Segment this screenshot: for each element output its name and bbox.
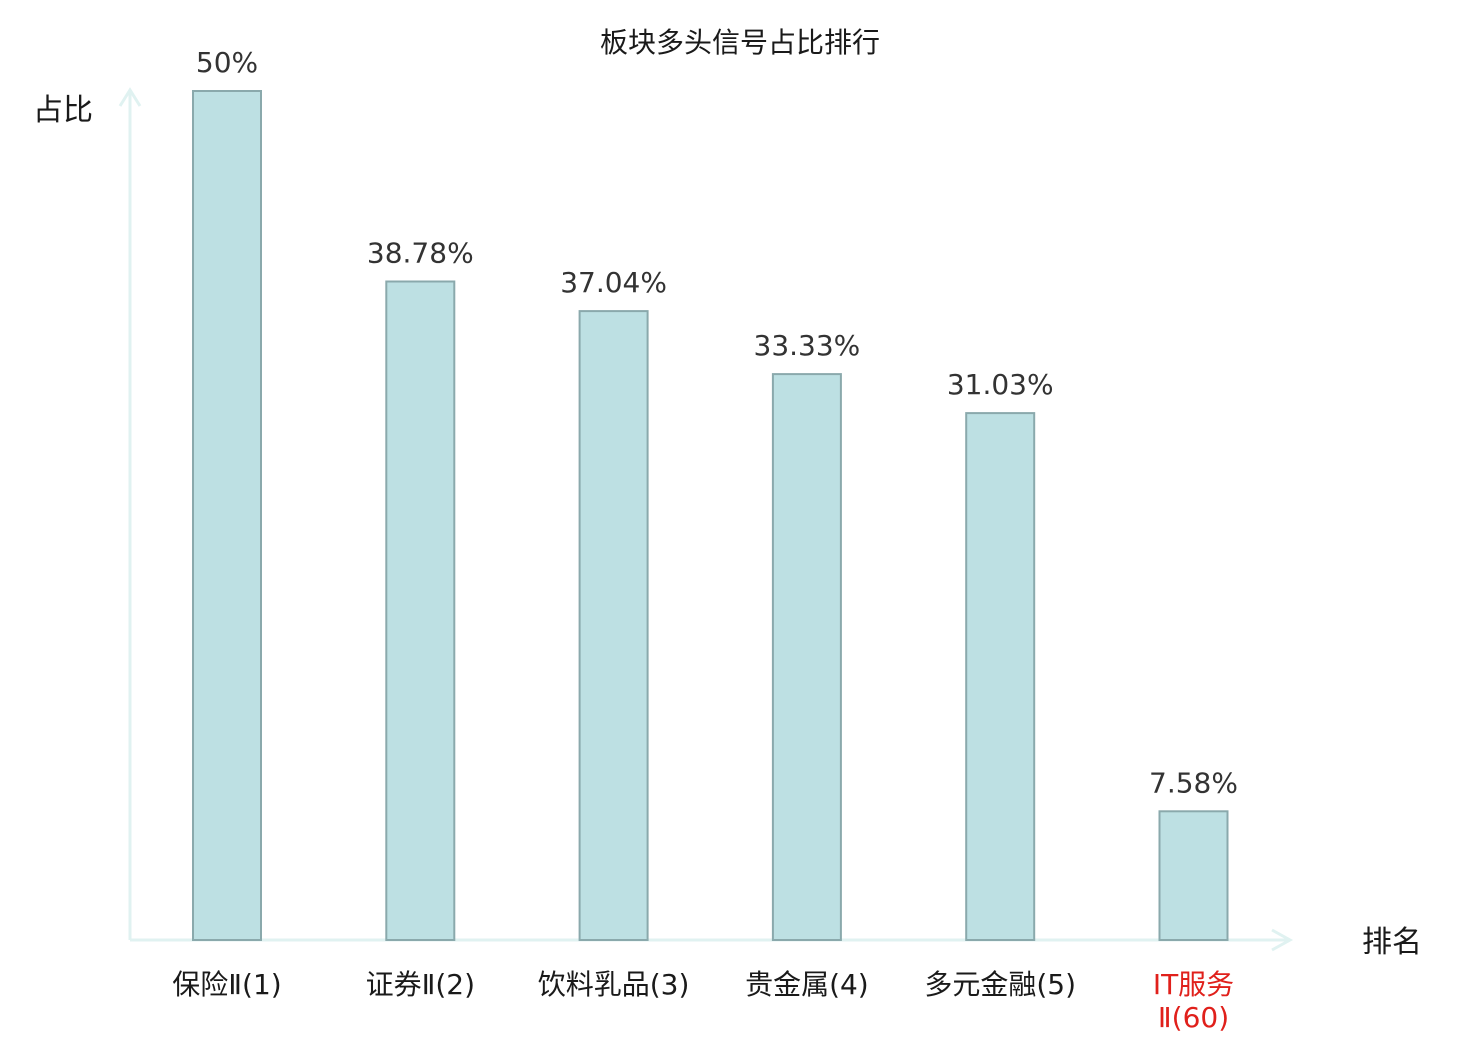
value-label-1: 50% [196,46,258,79]
bar-3 [578,310,649,942]
bar-4 [771,373,842,942]
value-labels-group: 50% 38.78% 37.04% 33.33% 31.03% 7.58% [196,46,1238,799]
bar-5 [965,412,1036,942]
x-axis-arrow [1271,928,1294,952]
y-axis-label: 占比 [33,93,93,128]
value-label-2: 38.78% [367,237,474,270]
category-label-3: 饮料乳品(3) [538,968,690,1001]
value-label-6: 7.58% [1149,766,1238,799]
bar-1 [192,90,262,941]
chart-title: 板块多头信号占比排行 [600,26,880,59]
bar-6 [1158,810,1229,941]
value-label-5: 31.03% [947,368,1054,401]
value-label-3: 37.04% [560,266,667,299]
category-label-5: 多元金融(5) [924,968,1076,1001]
bars-group [192,90,1229,942]
category-label-2: 证券Ⅱ(2) [366,968,475,1001]
y-axis: 占比 [33,87,142,940]
category-label-4: 贵金属(4) [745,968,869,1001]
x-axis-label: 排名 [1362,925,1422,960]
value-label-4: 33.33% [754,329,861,362]
x-axis: 排名 [130,925,1422,960]
y-axis-arrow [118,87,142,107]
category-label-1: 保险Ⅱ(1) [172,968,281,1001]
category-label-6: IT服务 Ⅱ(60) [1153,968,1234,1034]
category-labels-group: 保险Ⅱ(1) 证券Ⅱ(2) 饮料乳品(3) 贵金属(4) 多元金融(5) IT服务 Ⅱ(60… [172,968,1234,1034]
bar-2 [385,280,456,941]
